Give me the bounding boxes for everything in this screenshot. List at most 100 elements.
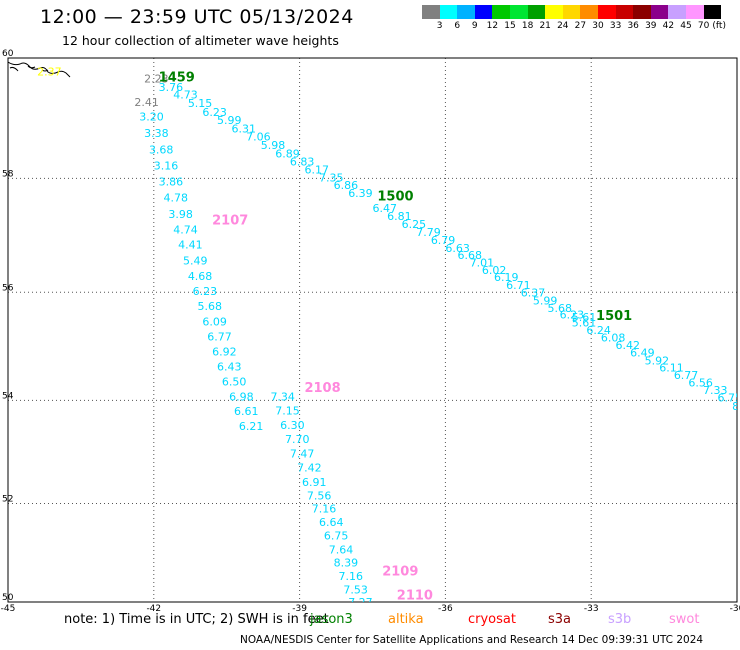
scale-label: 18 xyxy=(521,21,534,31)
wave-height-label: 5.15 xyxy=(188,97,213,110)
x-tick-label: -39 xyxy=(292,604,307,614)
wave-height-label: 6.56 xyxy=(688,377,713,390)
wave-height-label: 7.15 xyxy=(275,405,300,418)
pass-time-label: 1459 xyxy=(159,70,195,85)
wave-height-label: 5.98 xyxy=(261,139,286,152)
wave-height-label: 6.30 xyxy=(280,419,305,432)
wave-height-label: 6.37 xyxy=(521,287,546,300)
wave-height-label: 6.61 xyxy=(234,405,258,418)
wave-height-label: 6.23 xyxy=(202,106,227,119)
scale-swatch xyxy=(562,5,581,19)
wave-height-label: 8.09 xyxy=(732,400,740,413)
wave-height-label: 4.73 xyxy=(173,89,198,102)
wave-height-label: 2.23 xyxy=(144,73,169,86)
wave-height-label: 6.47 xyxy=(373,202,398,215)
mission-label-altika: altika xyxy=(388,612,424,627)
scale-swatch xyxy=(527,5,546,19)
wave-height-label: 7.16 xyxy=(338,570,363,583)
credit-text: NOAA/NESDIS Center for Satellite Applica… xyxy=(240,634,704,646)
wave-height-label: 7.01 xyxy=(470,257,495,270)
wave-height-label: 3.98 xyxy=(168,208,193,221)
scale-label: 45 xyxy=(680,21,692,31)
wave-height-label: 6.63 xyxy=(445,242,470,255)
pass-time-label: 1500 xyxy=(377,190,413,205)
wave-height-label: 6.86 xyxy=(334,179,359,192)
wave-height-label: 5.68 xyxy=(547,302,572,315)
scale-label: 42 xyxy=(662,21,675,31)
wave-height-label: 6.17 xyxy=(304,164,329,177)
scale-swatch xyxy=(474,5,493,19)
wave-height-label: 6.81 xyxy=(387,210,412,223)
wave-height-label: 5.99 xyxy=(533,294,558,307)
wave-height-label: 6.98 xyxy=(229,390,254,403)
wave-height-label: 7.33 xyxy=(703,384,728,397)
wave-height-label: 7.06 xyxy=(246,131,271,144)
y-tick-label: 60 xyxy=(2,49,14,59)
wave-height-label: 7.34 xyxy=(270,390,295,403)
scale-swatch xyxy=(457,5,475,19)
wave-height-label: 6.42 xyxy=(616,339,641,352)
wave-height-label: 7.70 xyxy=(285,433,310,446)
wave-height-label: 5.61 xyxy=(572,311,597,324)
wave-height-label: 6.31 xyxy=(232,122,257,135)
wave-height-label: 7.53 xyxy=(343,583,368,596)
x-tick-label: -45 xyxy=(1,604,16,614)
scale-label: 9 xyxy=(471,21,478,31)
wave-height-label: 6.09 xyxy=(202,315,227,328)
wave-height-label: 3.16 xyxy=(154,160,179,173)
wave-height-label: 6.21 xyxy=(239,420,264,433)
scale-swatch xyxy=(492,5,510,19)
y-tick-label: 52 xyxy=(2,494,13,504)
color-scale: 3 6 9 12 15 18 21 24 27 30 33 36 39 42 45 70 (ft) xyxy=(422,5,726,31)
scale-label: 6 xyxy=(454,21,461,31)
scale-swatch xyxy=(685,5,704,19)
wave-height-label: 5.61 xyxy=(572,316,597,329)
plot-frame xyxy=(7,57,738,603)
mission-label-jason3: jason3 xyxy=(310,612,353,627)
pass-time-label: 2110 xyxy=(397,589,433,604)
y-tick-label: 58 xyxy=(2,169,14,179)
wave-height-label: 6.39 xyxy=(348,187,373,200)
wave-height-label: 6.79 xyxy=(431,234,456,247)
mission-label-cryosat: cryosat xyxy=(468,612,516,627)
wave-height-label: 4.74 xyxy=(173,223,198,236)
color-scale-labels: 3 6 9 12 15 18 21 24 27 30 33 36 39 42 45 70 (ft) xyxy=(422,21,740,35)
wave-height-label: 6.91 xyxy=(302,476,327,489)
scale-label: 15 xyxy=(504,21,516,31)
wave-height-label: 3.68 xyxy=(149,144,174,157)
wave-height-label: 6.75 xyxy=(324,529,349,542)
wave-height-label: 7.16 xyxy=(312,503,337,516)
scale-unit: (ft) xyxy=(712,21,726,31)
wave-height-label: 4.41 xyxy=(178,239,203,252)
wave-height-label: 7.35 xyxy=(319,171,344,184)
wave-height-label: 6.11 xyxy=(659,362,684,375)
scale-label: 70 xyxy=(697,21,710,31)
scale-label: 33 xyxy=(609,21,622,31)
chart-subtitle: 12 hour collection of altimeter wave hei… xyxy=(62,33,339,48)
scale-swatch xyxy=(545,5,563,19)
wave-height-label: 6.25 xyxy=(402,218,427,231)
wave-height-label: 6.75 xyxy=(718,391,740,404)
wave-height-label: 6.19 xyxy=(494,271,519,284)
wave-height-label: 6.71 xyxy=(506,279,531,292)
wave-height-label: 7.79 xyxy=(416,226,441,239)
wave-height-label: 6.83 xyxy=(290,156,315,169)
scale-swatch xyxy=(633,5,651,19)
wave-height-label: 3.38 xyxy=(144,127,169,140)
wave-height-label: 3.20 xyxy=(139,110,164,123)
wave-height-label: 6.92 xyxy=(212,346,237,359)
x-tick-label: -36 xyxy=(438,604,453,614)
coastline xyxy=(8,61,71,78)
pass-time-label: 2109 xyxy=(382,564,418,579)
wave-height-label: 6.68 xyxy=(458,249,483,262)
scale-swatch xyxy=(422,5,440,19)
wave-height-label: 7.47 xyxy=(290,448,315,461)
y-tick-label: 54 xyxy=(2,391,14,401)
scale-label: 3 xyxy=(436,21,443,31)
scale-swatch xyxy=(439,5,458,19)
wave-height-label: 3.76 xyxy=(159,81,184,94)
chart-title: 12:00 — 23:59 UTC 05/13/2024 xyxy=(40,6,354,28)
wave-height-label: 6.24 xyxy=(586,324,611,337)
wave-height-label: 8.39 xyxy=(334,557,359,570)
